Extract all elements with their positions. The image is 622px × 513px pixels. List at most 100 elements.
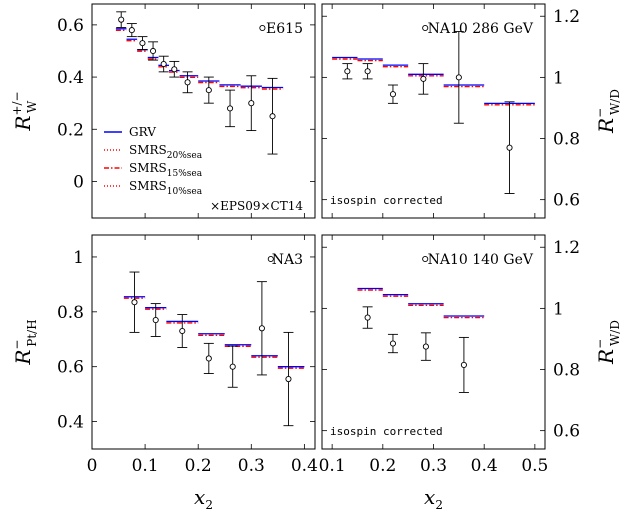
x-tick-label: 0.1 — [132, 456, 159, 476]
legend-label-sub: 10%sea — [167, 187, 203, 197]
y-axis-label: R−W/D — [593, 320, 622, 365]
data-point — [185, 80, 190, 85]
x-tick-label: 0.1 — [319, 456, 346, 476]
data-point — [390, 92, 395, 97]
legend-label: SMRS20%sea — [129, 143, 203, 161]
legend-label-sub: 15%sea — [167, 169, 203, 179]
legend-label: SMRS10%sea — [129, 179, 203, 197]
data-point — [132, 300, 137, 305]
y-axis-label-main: R — [11, 116, 35, 132]
legend-label-name: SMRS — [129, 161, 167, 175]
x-axis-label-sub: 2 — [435, 498, 443, 512]
isospin-note: isospin corrected — [330, 194, 443, 207]
x-tick-label: 0 — [87, 456, 98, 476]
panel-bottom-right: 0.1 0.2 0.3 0.4 0.50.6 0.8 1 1.2 R−W/D x2 NA10 140… — [319, 235, 622, 512]
y-tick-label: 1.2 — [553, 7, 580, 27]
x-tick-label: 0.4 — [471, 456, 498, 476]
data-point — [119, 17, 124, 22]
y-axis-label-sup: − — [593, 108, 607, 118]
data-point — [150, 48, 155, 53]
x-tick-label: 0.3 — [420, 456, 447, 476]
y-tick-label: 0.6 — [553, 191, 580, 211]
data-point — [206, 356, 211, 361]
data-point — [153, 317, 158, 322]
y-axis-label-sup: − — [10, 340, 24, 350]
x-tick-label: 0.5 — [521, 456, 548, 476]
data-point — [172, 67, 177, 72]
data-point — [259, 326, 264, 331]
legend-label-sub: 20%sea — [167, 151, 203, 161]
x-axis-label: x2 — [194, 485, 213, 512]
data-point — [206, 88, 211, 93]
legend-label-name: GRV — [129, 125, 156, 139]
panels: 00.20.40.6R+/−WE615GRVSMRS20%seaSMRS15%s… — [10, 4, 622, 512]
experiment-label: E615 — [266, 21, 303, 37]
y-axis-label-main: R — [594, 349, 618, 365]
experiment-label: NA3 — [272, 252, 303, 268]
data-point — [180, 328, 185, 333]
data-point — [270, 114, 275, 119]
y-axis-label-sub: W/D — [608, 320, 622, 346]
y-axis-label-main: R — [11, 350, 35, 366]
legend-label-name: SMRS — [129, 143, 167, 157]
y-axis-label: R−Pt/H — [10, 319, 39, 365]
x-tick-label: 0.4 — [291, 456, 318, 476]
panel-top-right: 0.6 0.8 1 1.2 R−W/D NA10 286 GeV isospin corre… — [322, 4, 622, 218]
legend: GRVSMRS20%seaSMRS15%seaSMRS10%sea×EPS09×… — [104, 125, 303, 213]
x-tick-label: 0.3 — [238, 456, 265, 476]
experiment-marker — [423, 25, 428, 30]
experiment-label: NA10 286 GeV — [428, 21, 534, 37]
y-axis-label-main: R — [594, 118, 618, 134]
y-tick-label: 0.2 — [57, 120, 84, 140]
y-tick-label: 0.8 — [553, 130, 580, 150]
y-tick-label: 0.6 — [57, 16, 84, 36]
data-point — [421, 76, 426, 81]
legend-label: SMRS15%sea — [129, 161, 203, 179]
y-axis-label: R−W/D — [593, 89, 622, 134]
data-point — [249, 101, 254, 106]
data-point — [129, 27, 134, 32]
y-tick-label: 0.4 — [57, 413, 84, 433]
data-point — [140, 41, 145, 46]
data-point — [286, 376, 291, 381]
y-tick-label: 0 — [73, 172, 84, 192]
x-tick-label: 0.2 — [369, 456, 396, 476]
experiment-marker — [423, 256, 428, 261]
data-point — [461, 362, 466, 367]
x-axis-label-main: x — [194, 485, 205, 509]
experiment-marker — [268, 256, 273, 261]
panel-bottom-left: 0 0.1 0.2 0.3 0.4 0.4 0.6 0.8 1 R−Pt/H x2 NA3 — [10, 235, 318, 512]
y-axis-label-sub: Pt/H — [25, 319, 39, 346]
y-tick-label: 0.8 — [553, 361, 580, 381]
data-point — [423, 344, 428, 349]
x-axis-label-sub: 2 — [205, 498, 213, 512]
legend-footer: ×EPS09×CT14 — [210, 199, 303, 213]
data-point — [365, 69, 370, 74]
x-axis-label-main: x — [424, 485, 435, 509]
y-axis-label-sub: W/D — [608, 89, 622, 115]
y-tick-label: 1 — [553, 299, 564, 319]
y-tick-label: 1 — [73, 248, 84, 268]
y-tick-label: 1 — [553, 68, 564, 88]
y-tick-label: 0.6 — [553, 422, 580, 442]
experiment-label: NA10 140 GeV — [428, 252, 534, 268]
y-axis-label: R+/−W — [10, 91, 39, 131]
data-point — [456, 75, 461, 80]
y-tick-label: 0.8 — [57, 303, 84, 323]
y-tick-label: 0.4 — [57, 68, 84, 88]
legend-label-name: SMRS — [129, 179, 167, 193]
legend-label: GRV — [129, 125, 156, 139]
panel-top-left: 00.20.40.6R+/−WE615GRVSMRS20%seaSMRS15%s… — [10, 4, 315, 218]
data-point — [230, 364, 235, 369]
isospin-note: isospin corrected — [330, 425, 443, 438]
y-tick-label: 1.2 — [553, 238, 580, 258]
data-point — [507, 145, 512, 150]
y-tick-label: 0.6 — [57, 358, 84, 378]
data-point — [227, 106, 232, 111]
data-point — [161, 61, 166, 66]
x-axis-label: x2 — [424, 485, 443, 512]
y-axis-label-sup: +/− — [10, 91, 24, 115]
y-axis-label-sup: − — [593, 339, 607, 349]
x-tick-label: 0.2 — [185, 456, 212, 476]
